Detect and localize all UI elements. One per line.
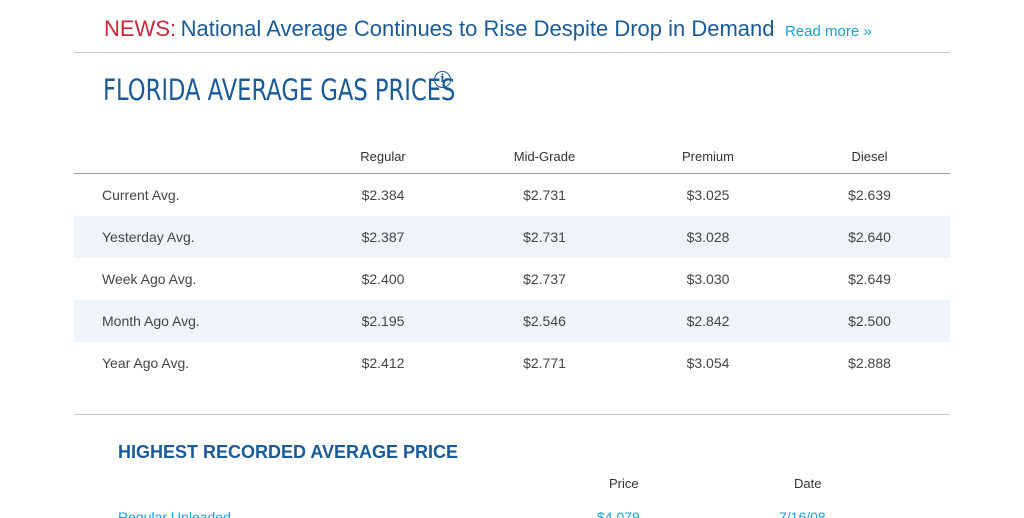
highest-row-label-link[interactable]: Regular Unleaded: [118, 509, 231, 518]
news-headline-link[interactable]: National Average Continues to Rise Despi…: [180, 16, 775, 41]
price-diesel: $2.888: [848, 355, 891, 371]
row-label: Yesterday Avg.: [74, 216, 304, 258]
price-regular: $2.195: [304, 300, 462, 342]
highest-row-date-link[interactable]: 7/16/08: [779, 509, 826, 518]
price-premium: $3.030: [686, 271, 730, 287]
price-diesel: $2.640: [789, 216, 950, 258]
column-header-diesel: Diesel: [789, 140, 950, 174]
price-regular: $2.400: [361, 271, 405, 287]
page-title: FLORIDA AVERAGE GAS PRICES: [103, 73, 456, 107]
column-header-premium: Premium: [627, 140, 789, 174]
price-mid-grade: $2.731: [523, 187, 566, 203]
table-row: Week Ago Avg. $2.400 $2.737 $3.030 $2.64…: [74, 258, 950, 300]
price-regular: $2.387: [304, 216, 462, 258]
price-regular: $2.384: [361, 187, 405, 203]
highest-price-title: HIGHEST RECORDED AVERAGE PRICE: [118, 442, 459, 462]
news-banner: NEWS: National Average Continues to Rise…: [104, 14, 950, 47]
page-title-block: FLORIDA AVERAGE GAS PRICES i: [103, 68, 555, 112]
gas-prices-table: Regular Mid-Grade Premium Diesel Current…: [74, 140, 950, 384]
price-regular: $2.412: [361, 355, 405, 371]
column-header-label: [74, 140, 304, 174]
price-mid-grade: $2.731: [462, 216, 627, 258]
table-row: Year Ago Avg. $2.412 $2.771 $3.054 $2.88…: [74, 342, 950, 384]
table-row: Current Avg. $2.384 $2.731 $3.025 $2.639: [74, 174, 950, 217]
info-icon[interactable]: i: [434, 71, 451, 88]
column-header-date: Date: [794, 476, 822, 491]
price-premium: $3.028: [627, 216, 789, 258]
read-more-link[interactable]: Read more »: [784, 23, 872, 40]
news-label: NEWS:: [104, 16, 177, 41]
row-label: Year Ago Avg.: [102, 355, 190, 371]
price-diesel: $2.639: [848, 187, 891, 203]
table-row: Yesterday Avg. $2.387 $2.731 $3.028 $2.6…: [74, 216, 950, 258]
divider: [74, 52, 950, 53]
price-diesel: $2.649: [848, 271, 891, 287]
column-header-mid-grade: Mid-Grade: [462, 140, 627, 174]
row-label: Week Ago Avg.: [102, 271, 197, 287]
column-header-regular: Regular: [304, 140, 462, 174]
price-premium: $3.054: [686, 355, 730, 371]
price-mid-grade: $2.737: [523, 271, 566, 287]
row-label: Current Avg.: [102, 187, 180, 203]
price-premium: $2.842: [627, 300, 789, 342]
price-premium: $3.025: [686, 187, 730, 203]
divider: [74, 414, 950, 415]
table-header-row: Regular Mid-Grade Premium Diesel: [74, 140, 950, 174]
row-label: Month Ago Avg.: [74, 300, 304, 342]
price-mid-grade: $2.771: [523, 355, 566, 371]
column-header-price: Price: [609, 476, 639, 491]
highest-row-price-link[interactable]: $4.079: [597, 509, 640, 518]
price-diesel: $2.500: [789, 300, 950, 342]
table-row: Month Ago Avg. $2.195 $2.546 $2.842 $2.5…: [74, 300, 950, 342]
price-mid-grade: $2.546: [462, 300, 627, 342]
